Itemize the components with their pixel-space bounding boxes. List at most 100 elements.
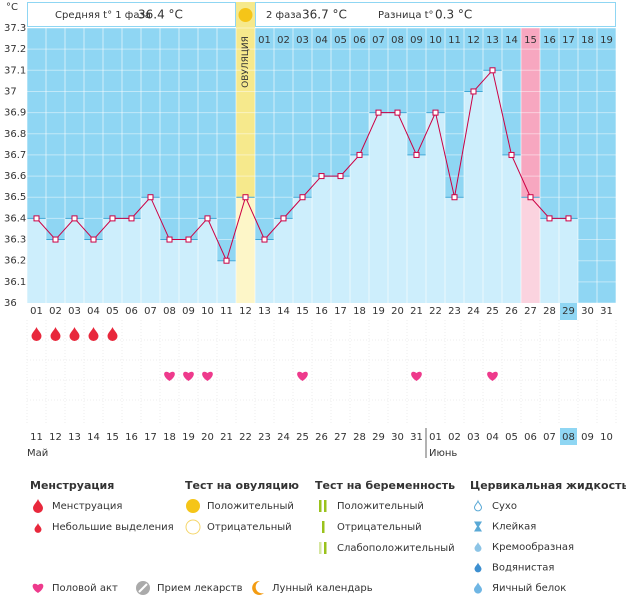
legend-item: Кремообразная — [492, 542, 574, 553]
date-label: 03 — [467, 432, 480, 443]
legend-icon — [34, 523, 42, 533]
bar — [350, 154, 369, 303]
header-label: Средняя t° 1 фаза — [55, 10, 151, 21]
y-tick-label: 36.5 — [4, 192, 26, 203]
intercourse-mark — [183, 371, 194, 381]
phase2-day: 16 — [543, 35, 556, 46]
legend-icon — [474, 542, 482, 552]
bar — [160, 239, 179, 303]
point — [280, 215, 287, 222]
bar — [502, 154, 521, 303]
legend-icon — [32, 583, 44, 593]
date-label: 21 — [220, 432, 233, 443]
date-label: 18 — [163, 432, 176, 443]
y-tick-label: 36.8 — [4, 129, 26, 140]
phase2-day: 15 — [524, 35, 537, 46]
x-tick-label: 28 — [543, 306, 556, 317]
x-tick-label: 11 — [220, 306, 233, 317]
header-box — [27, 2, 236, 27]
date-label: 13 — [68, 432, 81, 443]
point — [109, 215, 116, 222]
x-tick-label: 09 — [182, 306, 195, 317]
y-tick-label: 36.3 — [4, 235, 26, 246]
date-label: 26 — [315, 432, 328, 443]
y-tick-label: 37.3 — [4, 23, 26, 34]
point — [128, 215, 135, 222]
x-tick-label: 21 — [410, 306, 423, 317]
date-label: 10 — [600, 432, 613, 443]
phase2-day: 17 — [562, 35, 575, 46]
point — [356, 151, 363, 158]
point — [527, 194, 534, 201]
phase2-day: 14 — [505, 35, 518, 46]
point — [299, 194, 306, 201]
phase2-day: 01 — [258, 35, 271, 46]
date-label: 02 — [448, 432, 461, 443]
x-tick-label: 14 — [277, 306, 290, 317]
legend-item: Менструация — [52, 501, 122, 512]
point — [204, 215, 211, 222]
date-label: 31 — [410, 432, 423, 443]
legend-icon — [138, 583, 148, 593]
point — [394, 109, 401, 116]
bar — [27, 218, 46, 303]
x-tick-label: 31 — [600, 306, 613, 317]
x-tick-label: 04 — [87, 306, 100, 317]
point — [546, 215, 553, 222]
date-label: 28 — [353, 432, 366, 443]
today-box — [560, 303, 577, 320]
phase2-day: 09 — [410, 35, 423, 46]
x-tick-label: 07 — [144, 306, 157, 317]
point — [261, 236, 268, 243]
point — [337, 173, 344, 180]
bar — [331, 176, 350, 303]
ovulation-label: ОВУЛЯЦИЯ — [241, 36, 251, 88]
x-tick-label: 25 — [486, 306, 499, 317]
phase2-day: 04 — [315, 35, 328, 46]
x-tick-label: 16 — [315, 306, 328, 317]
bar — [179, 239, 198, 303]
point — [470, 88, 477, 95]
date-label: 23 — [258, 432, 271, 443]
bar — [464, 91, 483, 303]
date-label: 22 — [239, 432, 252, 443]
header-value: 36.4 °C — [138, 8, 183, 22]
month-label: Май — [27, 448, 48, 459]
point — [166, 236, 173, 243]
point — [52, 236, 59, 243]
date-label: 16 — [125, 432, 138, 443]
legend-item: Положительный — [207, 501, 294, 512]
y-tick-label: 37.2 — [4, 44, 26, 55]
date-label: 25 — [296, 432, 309, 443]
x-tick-label: 27 — [524, 306, 537, 317]
legend-item: Яичный белок — [492, 583, 566, 594]
bar — [274, 218, 293, 303]
point — [242, 194, 249, 201]
legend-icon — [186, 499, 200, 513]
bar — [65, 218, 84, 303]
date-label: 09 — [581, 432, 594, 443]
legend-icon — [319, 500, 322, 512]
point — [223, 257, 230, 264]
intercourse-mark — [411, 371, 422, 381]
point — [489, 67, 496, 74]
phase2-day: 18 — [581, 35, 594, 46]
legend-icon — [474, 562, 482, 573]
x-tick-label: 02 — [49, 306, 62, 317]
date-label: 01 — [429, 432, 442, 443]
x-tick-label: 12 — [239, 306, 252, 317]
date-label: 07 — [543, 432, 556, 443]
legend-item: Водянистая — [492, 563, 554, 574]
date-label: 04 — [486, 432, 499, 443]
date-label: 17 — [144, 432, 157, 443]
date-label: 15 — [106, 432, 119, 443]
legend-icon — [33, 499, 43, 513]
header-box — [255, 2, 616, 27]
legend-icon — [324, 542, 327, 554]
x-tick-label: 10 — [201, 306, 214, 317]
date-label: 14 — [87, 432, 100, 443]
legend-icon — [322, 521, 325, 533]
date-label: 24 — [277, 432, 290, 443]
legend-item: Сухо — [492, 501, 517, 512]
intercourse-mark — [164, 371, 175, 381]
